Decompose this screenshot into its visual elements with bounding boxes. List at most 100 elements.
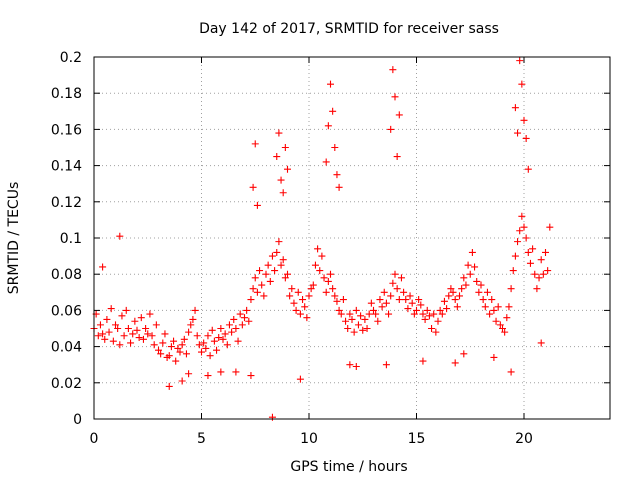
data-point xyxy=(182,350,190,358)
data-point xyxy=(129,330,137,338)
data-point xyxy=(367,299,375,307)
data-point xyxy=(277,176,285,184)
data-point xyxy=(232,325,240,332)
data-point xyxy=(174,344,182,352)
data-point xyxy=(430,310,438,318)
data-point xyxy=(335,183,343,191)
data-point xyxy=(273,153,281,161)
data-point xyxy=(393,285,401,293)
data-point xyxy=(342,317,350,325)
data-point xyxy=(215,334,223,342)
data-point xyxy=(449,288,457,296)
data-point xyxy=(391,93,399,101)
data-point xyxy=(172,357,180,365)
data-point xyxy=(354,321,362,329)
data-point xyxy=(206,352,214,360)
data-point xyxy=(524,248,532,256)
data-point xyxy=(116,341,124,349)
data-point xyxy=(385,310,393,318)
data-point xyxy=(258,281,266,289)
data-point xyxy=(208,326,216,334)
data-point xyxy=(249,285,257,293)
data-point xyxy=(94,332,102,340)
data-point xyxy=(387,292,395,300)
axis-ticks xyxy=(93,56,610,420)
data-point xyxy=(425,312,433,320)
data-point xyxy=(389,279,397,287)
x-tick-label: 10 xyxy=(300,431,318,447)
data-point xyxy=(344,325,352,332)
data-point xyxy=(393,153,401,161)
data-point xyxy=(191,306,199,314)
data-point xyxy=(387,125,395,133)
data-point xyxy=(146,310,154,318)
data-point xyxy=(279,256,287,264)
y-tick-label: 0.1 xyxy=(60,231,82,247)
data-point xyxy=(127,339,135,347)
data-point xyxy=(303,314,311,322)
data-point xyxy=(522,234,530,242)
data-point xyxy=(101,335,109,343)
data-point xyxy=(542,248,549,256)
data-point xyxy=(159,339,167,347)
data-point xyxy=(189,315,197,323)
x-tick-label: 5 xyxy=(197,431,206,447)
data-point xyxy=(327,270,334,278)
data-point xyxy=(116,232,124,240)
data-point xyxy=(514,129,522,137)
data-point xyxy=(316,267,324,275)
data-point xyxy=(417,301,425,309)
data-point xyxy=(324,277,332,285)
data-point xyxy=(370,306,377,314)
data-point xyxy=(122,306,130,314)
data-point xyxy=(348,315,356,323)
data-point xyxy=(436,306,444,314)
y-tick-label: 0.08 xyxy=(51,267,82,283)
data-point xyxy=(333,171,341,179)
data-point xyxy=(331,144,339,151)
data-point xyxy=(234,337,242,345)
data-point xyxy=(333,297,341,305)
data-point xyxy=(423,306,431,314)
data-point xyxy=(131,317,139,325)
data-point xyxy=(180,335,188,343)
data-point xyxy=(440,297,448,305)
data-point xyxy=(460,350,468,358)
data-point xyxy=(268,413,276,421)
data-point xyxy=(339,296,347,304)
data-point xyxy=(382,299,390,307)
data-point xyxy=(281,144,289,151)
data-point xyxy=(238,321,246,329)
data-point xyxy=(524,165,532,173)
data-point xyxy=(193,332,201,340)
data-point xyxy=(509,267,517,275)
data-point xyxy=(359,326,367,334)
y-tick-label: 0.2 xyxy=(60,50,82,66)
data-point xyxy=(253,288,261,296)
data-point xyxy=(157,350,165,358)
y-axis-label: SRMTID / TECUs xyxy=(6,182,22,295)
data-point xyxy=(546,223,554,231)
data-point xyxy=(451,359,459,367)
data-point xyxy=(170,337,178,345)
data-point xyxy=(217,368,225,376)
data-point xyxy=(210,337,218,345)
data-point xyxy=(445,292,453,300)
data-point xyxy=(185,370,193,378)
data-point xyxy=(378,303,386,311)
x-tick-labels: 0 5 10 15 20 xyxy=(90,431,533,447)
data-point xyxy=(161,330,169,338)
data-point xyxy=(195,341,203,349)
data-point xyxy=(327,80,334,88)
data-point xyxy=(124,325,132,332)
data-point xyxy=(324,122,332,130)
data-point xyxy=(380,288,388,296)
data-point xyxy=(251,274,259,282)
y-tick-label: 0.14 xyxy=(51,159,82,175)
data-point xyxy=(400,288,408,296)
data-point xyxy=(361,315,369,323)
data-point xyxy=(402,296,410,304)
data-point xyxy=(535,274,543,282)
data-point xyxy=(120,332,128,340)
data-point xyxy=(176,348,184,356)
